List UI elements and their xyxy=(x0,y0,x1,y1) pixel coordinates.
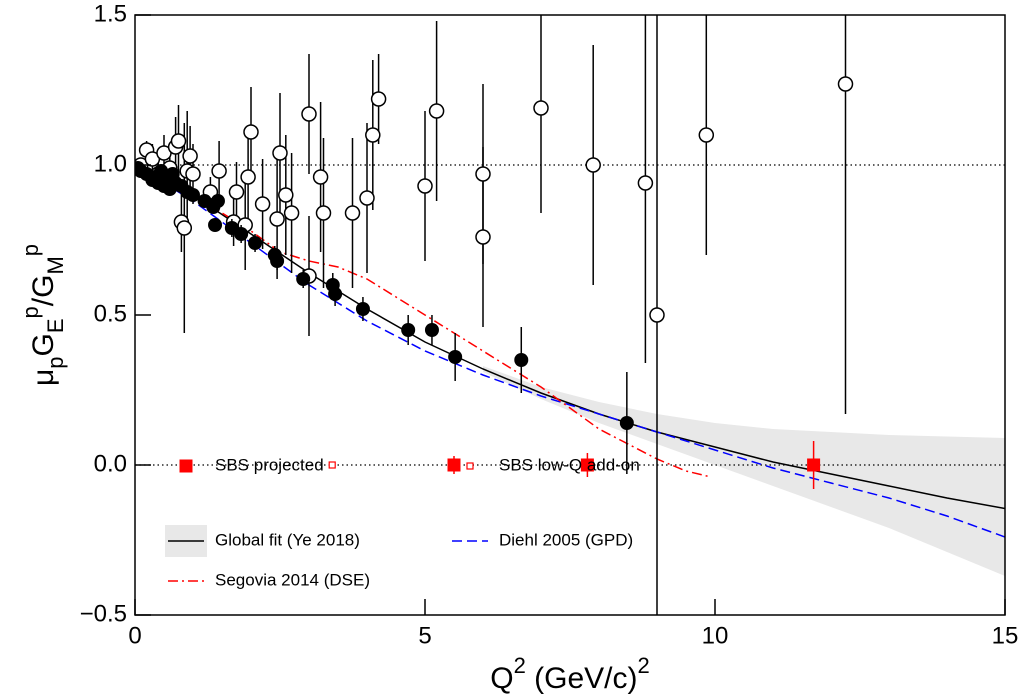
data-point xyxy=(328,287,343,301)
data-point xyxy=(355,302,370,316)
x-tick-label: 10 xyxy=(702,622,729,649)
data-point xyxy=(365,127,381,143)
data-point xyxy=(328,461,336,469)
data-point xyxy=(448,350,463,364)
data-point xyxy=(301,106,317,122)
label-part: p xyxy=(18,306,43,318)
x-axis-label: Q2 (GeV/c)2 xyxy=(490,653,650,695)
data-point xyxy=(234,227,249,241)
x-tick-label: 15 xyxy=(992,622,1019,649)
frame xyxy=(134,14,1006,616)
legend-label: Global fit (Ye 2018) xyxy=(215,530,360,549)
label-part: G xyxy=(27,333,60,356)
label-part: /G xyxy=(27,275,60,307)
data-point xyxy=(424,323,439,337)
data-point xyxy=(176,220,193,236)
curve xyxy=(135,164,712,478)
label-part: 2 xyxy=(514,653,526,678)
data-point xyxy=(312,169,329,185)
data-point xyxy=(475,166,491,182)
axes: 0 5 10 15 −0.5 0.0 0.5 1.0 1.5 SBS projected SBS l… xyxy=(80,0,1019,649)
data-point xyxy=(580,458,594,472)
data-point xyxy=(185,166,201,182)
legend-marker xyxy=(466,462,474,470)
data-point xyxy=(344,205,361,221)
label-part: 2 xyxy=(638,653,650,678)
data-point xyxy=(228,184,245,200)
legend-marker xyxy=(179,459,193,473)
data-point xyxy=(417,178,433,194)
data-point xyxy=(619,416,634,430)
data-point xyxy=(585,157,601,173)
data-point xyxy=(837,76,854,92)
data-point xyxy=(186,188,200,202)
data-point xyxy=(447,458,461,472)
data-point xyxy=(296,272,311,286)
label-part: Q xyxy=(490,662,513,695)
label-part: M xyxy=(43,256,68,274)
legend-label: SBS low-Q add-on xyxy=(499,455,640,474)
data-point xyxy=(170,133,187,149)
data-point xyxy=(370,91,387,107)
y-tick-label: 0.0 xyxy=(94,450,127,477)
y-tick-label: −0.5 xyxy=(80,600,127,627)
data-point xyxy=(807,458,821,472)
legend-label: Diehl 2005 (GPD) xyxy=(499,530,633,549)
data-point xyxy=(240,169,256,185)
data-point xyxy=(283,205,300,221)
x-tick-label: 0 xyxy=(128,622,141,649)
data-point xyxy=(243,124,259,140)
data-point xyxy=(475,229,491,245)
data-point xyxy=(428,103,445,119)
data-point xyxy=(533,100,549,116)
data-point xyxy=(359,190,375,206)
data-point xyxy=(272,145,288,161)
legend-label: Segovia 2014 (DSE) xyxy=(215,570,370,589)
data-point xyxy=(182,148,198,164)
data-point xyxy=(210,194,225,208)
data-point xyxy=(649,307,665,323)
y-tick-label: 1.0 xyxy=(94,150,127,177)
plot-area xyxy=(135,15,1005,615)
curve xyxy=(135,164,1005,538)
label-part: E xyxy=(43,318,68,333)
label-part: (GeV/c) xyxy=(526,662,638,695)
data-point xyxy=(514,353,529,367)
x-tick-label: 5 xyxy=(418,622,431,649)
data-point xyxy=(248,236,263,250)
data-point xyxy=(270,254,285,268)
data-point xyxy=(401,323,416,337)
data-point xyxy=(254,196,271,212)
data-point xyxy=(698,127,715,143)
data-point xyxy=(637,175,654,191)
y-axis-label: μpGEp/GMp xyxy=(18,244,68,386)
label-part: μ xyxy=(27,369,60,386)
y-tick-label: 0.5 xyxy=(94,300,127,327)
legend-label: SBS projected xyxy=(215,455,324,474)
data-point xyxy=(269,211,285,227)
data-point xyxy=(208,218,223,232)
data-point xyxy=(211,163,227,179)
y-tick-label: 1.5 xyxy=(94,0,127,27)
data-point xyxy=(315,205,332,221)
label-part: p xyxy=(43,356,68,368)
data-point xyxy=(278,187,294,203)
label-part: p xyxy=(18,244,43,256)
